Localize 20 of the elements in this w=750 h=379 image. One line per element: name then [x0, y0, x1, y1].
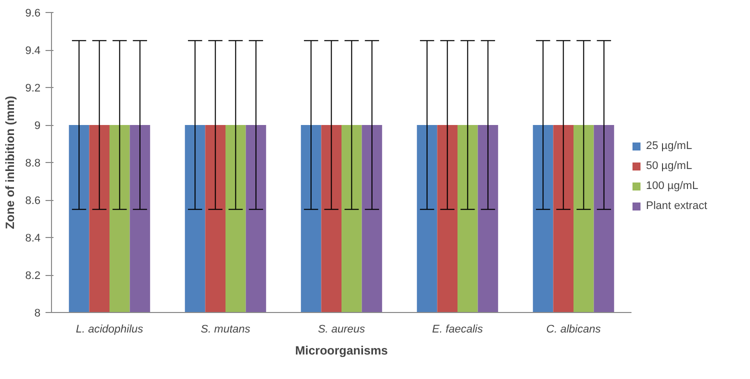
y-tick-label: 9.4 [25, 45, 41, 57]
legend-label: 100 µg/mL [646, 180, 698, 192]
y-tick-label: 9.2 [25, 82, 41, 94]
legend-label: 50 µg/mL [646, 160, 692, 172]
x-tick-label: C. albicans [546, 324, 602, 336]
x-tick-label: S. mutans [200, 324, 251, 336]
y-tick-label: 8 [34, 308, 41, 320]
y-axis-title: Zone of inhibition (mm) [3, 96, 18, 230]
x-axis-title: Microorganisms [295, 344, 388, 358]
legend-label: Plant extract [646, 200, 708, 212]
y-tick-label: 8.2 [25, 270, 41, 282]
y-tick-label: 8.4 [25, 232, 41, 244]
x-tick-label: L. acidophilus [76, 324, 144, 336]
x-tick-label: S. aureus [318, 324, 366, 336]
y-tick-label: 9 [34, 120, 41, 132]
y-tick-label: 8.6 [25, 195, 41, 207]
y-tick-label: 9.6 [25, 8, 41, 20]
legend-label: 25 µg/mL [646, 140, 692, 152]
x-tick-label: E. faecalis [432, 324, 484, 336]
y-tick-label: 8.8 [25, 158, 41, 170]
